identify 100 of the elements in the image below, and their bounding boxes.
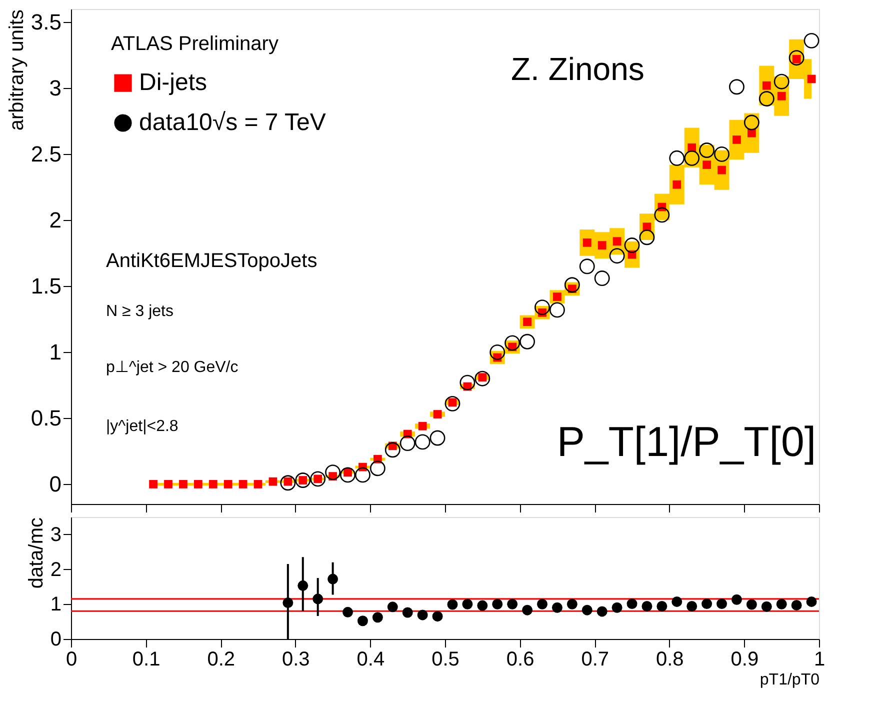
point xyxy=(310,471,326,487)
point xyxy=(762,81,771,90)
point xyxy=(402,607,413,618)
y-axis-title: arbitrary units xyxy=(6,10,28,131)
point xyxy=(462,598,473,610)
y-tick-label: 1.5 xyxy=(30,274,62,299)
point xyxy=(238,480,248,488)
point xyxy=(417,610,428,620)
point xyxy=(340,467,356,483)
annotation: p⊥^jet > 20 GeV/c xyxy=(106,359,238,376)
point xyxy=(699,142,715,158)
y-tick-label: 2 xyxy=(49,208,62,233)
point xyxy=(370,460,386,476)
point xyxy=(325,464,341,480)
x-tick-label: 0.1 xyxy=(132,648,160,670)
point xyxy=(474,370,490,386)
y-tick-label: 1 xyxy=(49,340,62,365)
point xyxy=(282,598,294,608)
point xyxy=(716,598,728,610)
x-tick-label: 0.3 xyxy=(282,648,310,670)
point xyxy=(612,237,622,246)
point xyxy=(523,318,532,326)
y-tick-label: 2.5 xyxy=(30,142,62,167)
x-tick-label: 1 xyxy=(814,648,826,670)
point xyxy=(747,128,756,138)
point xyxy=(224,480,232,488)
point xyxy=(432,611,443,622)
point xyxy=(806,596,817,607)
x-tick-label: 0.6 xyxy=(506,648,534,670)
point xyxy=(444,396,460,412)
point xyxy=(194,480,202,488)
point xyxy=(804,32,820,48)
point xyxy=(553,292,562,301)
point xyxy=(702,160,711,169)
x-tick-label: 0.2 xyxy=(207,648,236,670)
point xyxy=(520,334,535,350)
point xyxy=(761,601,772,612)
point xyxy=(732,135,741,144)
point xyxy=(612,602,622,613)
y-tick-label: 0 xyxy=(49,472,62,497)
x-tick-label: 0.8 xyxy=(656,648,684,670)
point xyxy=(295,472,311,488)
point xyxy=(268,477,278,486)
legend-label: data10√s = 7 TeV xyxy=(139,109,326,136)
point xyxy=(729,79,744,95)
point xyxy=(447,599,458,610)
point xyxy=(328,574,338,584)
point xyxy=(534,300,550,316)
point xyxy=(746,599,757,610)
x-tick-label: 0.7 xyxy=(581,648,610,670)
point xyxy=(758,91,774,106)
point xyxy=(684,150,700,166)
point xyxy=(312,594,324,604)
x-tick-label: 0.5 xyxy=(432,648,460,670)
point xyxy=(656,601,668,612)
point xyxy=(536,598,548,610)
y-tick-label: 1 xyxy=(50,594,62,616)
annotation: P_T[1]/P_T[0] xyxy=(556,418,816,465)
point xyxy=(208,480,218,488)
point xyxy=(686,601,698,612)
y-tick-label: 0.5 xyxy=(30,406,62,431)
point xyxy=(791,600,802,610)
annotation: Z. Zinons xyxy=(511,51,644,87)
point xyxy=(400,436,416,451)
point xyxy=(731,594,742,605)
point xyxy=(357,616,368,626)
point xyxy=(807,74,816,84)
point xyxy=(744,114,760,130)
point xyxy=(298,580,308,591)
point xyxy=(179,480,188,488)
point xyxy=(387,602,398,612)
y-tick-label: 3 xyxy=(50,524,62,546)
point xyxy=(492,598,503,610)
point xyxy=(149,480,158,488)
point xyxy=(418,422,427,430)
point xyxy=(549,302,565,318)
point xyxy=(552,602,562,613)
point xyxy=(460,374,476,390)
point xyxy=(566,598,578,610)
point xyxy=(507,598,518,610)
point xyxy=(490,344,506,360)
point xyxy=(672,180,682,189)
point xyxy=(342,606,354,618)
point xyxy=(776,598,787,610)
point xyxy=(522,604,533,616)
point xyxy=(477,600,488,611)
legend-label: Di-jets xyxy=(139,69,208,96)
annotation: ATLAS Preliminary xyxy=(111,33,278,55)
point xyxy=(702,598,712,610)
point xyxy=(718,166,726,174)
point xyxy=(433,410,442,418)
point xyxy=(254,480,262,488)
point xyxy=(564,277,580,293)
point xyxy=(788,50,804,66)
y-tick-label: 3.5 xyxy=(30,10,62,35)
point xyxy=(714,146,730,162)
point xyxy=(609,248,625,264)
y-tick-label: 0 xyxy=(50,628,62,650)
point xyxy=(504,335,520,351)
y-axis-title: data/mc xyxy=(25,518,48,589)
